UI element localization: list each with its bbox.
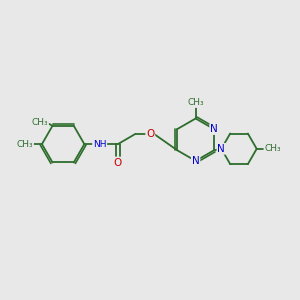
Text: N: N: [218, 144, 225, 154]
Text: O: O: [114, 158, 122, 168]
Text: O: O: [146, 129, 154, 139]
Text: CH₃: CH₃: [16, 140, 33, 148]
Text: CH₃: CH₃: [264, 144, 281, 153]
Text: N: N: [192, 156, 200, 166]
Text: NH: NH: [93, 140, 106, 148]
Text: CH₃: CH₃: [187, 98, 204, 107]
Text: CH₃: CH₃: [32, 118, 48, 127]
Text: N: N: [210, 124, 218, 134]
